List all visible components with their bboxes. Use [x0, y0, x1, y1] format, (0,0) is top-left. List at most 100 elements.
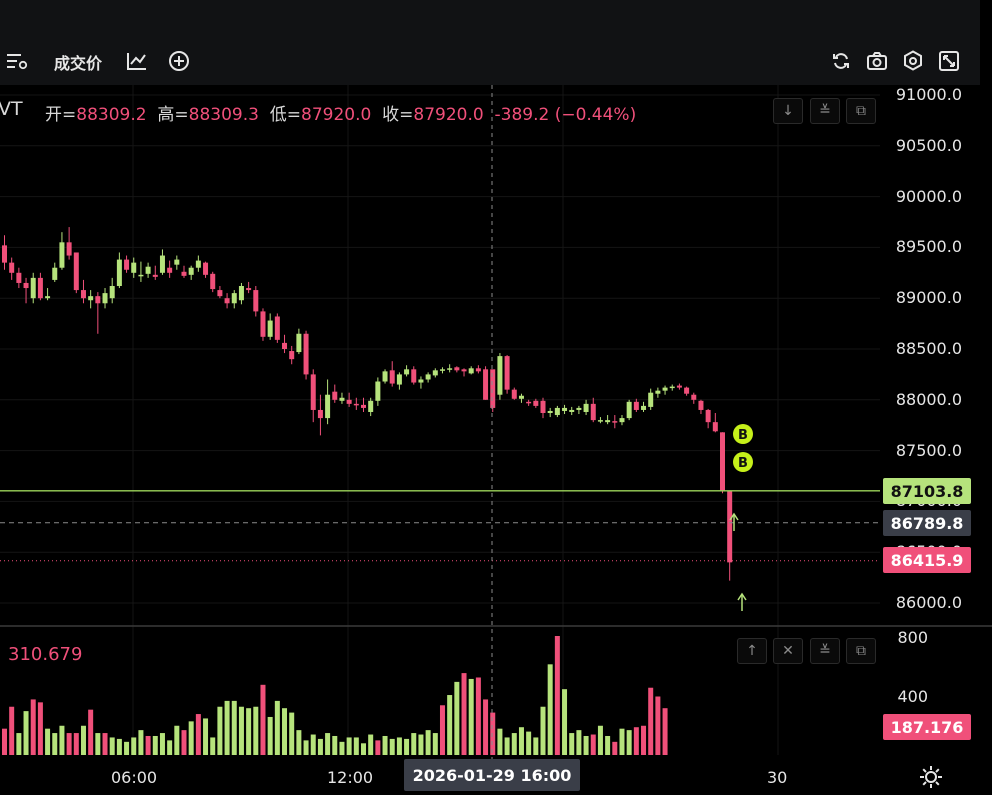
candle-body	[396, 374, 402, 385]
candle-body	[30, 277, 36, 299]
candle-body	[569, 409, 575, 412]
price-type-selector[interactable]: 成交价	[54, 54, 103, 73]
candle-body	[282, 342, 288, 349]
candle-body	[332, 391, 338, 400]
volume-bar	[439, 705, 445, 755]
indicators-icon[interactable]	[124, 48, 150, 74]
volume-bar	[361, 743, 366, 755]
volume-bar	[45, 728, 51, 755]
volume-bar	[274, 700, 280, 755]
axis-settings-icon[interactable]	[918, 764, 944, 790]
candle-body	[66, 242, 72, 256]
volume-bar	[425, 730, 431, 755]
volume-bar	[267, 716, 273, 755]
volume-bar	[231, 700, 237, 755]
volume-bar	[605, 735, 611, 755]
volume-bar	[210, 737, 216, 755]
candle-body	[562, 407, 568, 411]
volume-bar	[353, 737, 359, 755]
volume-bar	[195, 714, 201, 755]
volume-bar	[540, 706, 546, 755]
volume-bar	[461, 673, 467, 755]
volume-close-button[interactable]: ✕	[773, 638, 803, 664]
candle-body	[554, 407, 560, 416]
add-icon[interactable]	[166, 48, 192, 74]
volume-bar	[52, 733, 58, 755]
candle-body	[159, 255, 165, 273]
fullscreen-icon[interactable]	[936, 48, 962, 74]
volume-bar	[619, 728, 625, 755]
candle-body	[447, 368, 453, 370]
price-tick: 89000.0	[895, 288, 962, 308]
volume-collapse-button[interactable]: ≚	[810, 638, 840, 664]
candle-body	[231, 293, 237, 304]
open-key: 开=	[45, 105, 77, 125]
volume-bar	[152, 735, 158, 755]
candle-body	[181, 271, 187, 276]
candle-body	[217, 290, 223, 297]
time-tick: 12:00	[327, 768, 374, 787]
volume-restore-button[interactable]: ⧉	[846, 638, 876, 664]
pane-down-button[interactable]: ↓	[773, 98, 803, 124]
indicator-list-icon[interactable]	[4, 48, 30, 74]
candle-body	[720, 432, 725, 492]
candle-body	[727, 491, 733, 563]
price-tick: 88000.0	[895, 389, 962, 409]
price-tick: 89500.0	[895, 237, 962, 257]
volume-up-button[interactable]: ↑	[737, 638, 767, 664]
pane-restore-button[interactable]: ⧉	[846, 98, 876, 124]
candle-body	[619, 418, 625, 423]
candle-body	[691, 394, 697, 400]
price-tick: 86000.0	[895, 593, 962, 612]
candle-body	[669, 386, 675, 389]
candle-body	[490, 369, 496, 408]
volume-bar	[325, 733, 331, 755]
volume-bar	[375, 740, 381, 755]
candle-body	[353, 403, 359, 406]
volume-bar	[626, 730, 632, 755]
volume-bar	[30, 699, 36, 755]
volume-bar	[655, 696, 661, 755]
volume-bar	[447, 695, 453, 755]
candle-body	[253, 290, 259, 312]
candle-body	[518, 395, 524, 399]
candle-body	[145, 266, 151, 274]
price-tick: 88500.0	[895, 339, 962, 358]
volume-bar	[332, 735, 338, 755]
camera-icon[interactable]	[864, 48, 890, 74]
buy-marker	[733, 424, 753, 444]
candle-body	[497, 356, 503, 395]
candle-body	[174, 259, 180, 265]
candle-body	[597, 420, 603, 422]
candle-body	[310, 374, 316, 410]
settings-icon[interactable]	[900, 48, 926, 74]
volume-bar	[504, 737, 510, 755]
crosshair-time-label: 2026-01-29 16:00	[404, 759, 580, 791]
change-value: -389.2 (−0.44%)	[494, 105, 637, 125]
volume-bar	[612, 741, 618, 755]
refresh-icon[interactable]	[828, 48, 854, 74]
volume-bar	[131, 737, 137, 755]
candle-body	[267, 320, 273, 337]
volume-bar	[562, 689, 568, 755]
volume-bar	[583, 735, 589, 755]
candle-body	[404, 369, 410, 375]
candle-body	[461, 369, 467, 372]
pane-collapse-button[interactable]: ≚	[810, 98, 840, 124]
price-tick: 90000.0	[895, 186, 962, 206]
volume-bar	[238, 706, 244, 755]
candle-body	[705, 409, 711, 423]
candle-body	[648, 392, 654, 407]
candle-body	[432, 370, 438, 376]
volume-bar	[224, 700, 230, 755]
candle-body	[260, 311, 266, 337]
signal-arrow-head	[729, 512, 739, 521]
volume-bar	[432, 733, 438, 755]
volume-bar	[88, 709, 94, 755]
volume-bar	[289, 712, 295, 755]
candle-body	[454, 367, 460, 371]
candle-body	[676, 385, 682, 388]
price-tick: 91000.0	[895, 85, 962, 104]
volume-bar	[547, 664, 553, 755]
